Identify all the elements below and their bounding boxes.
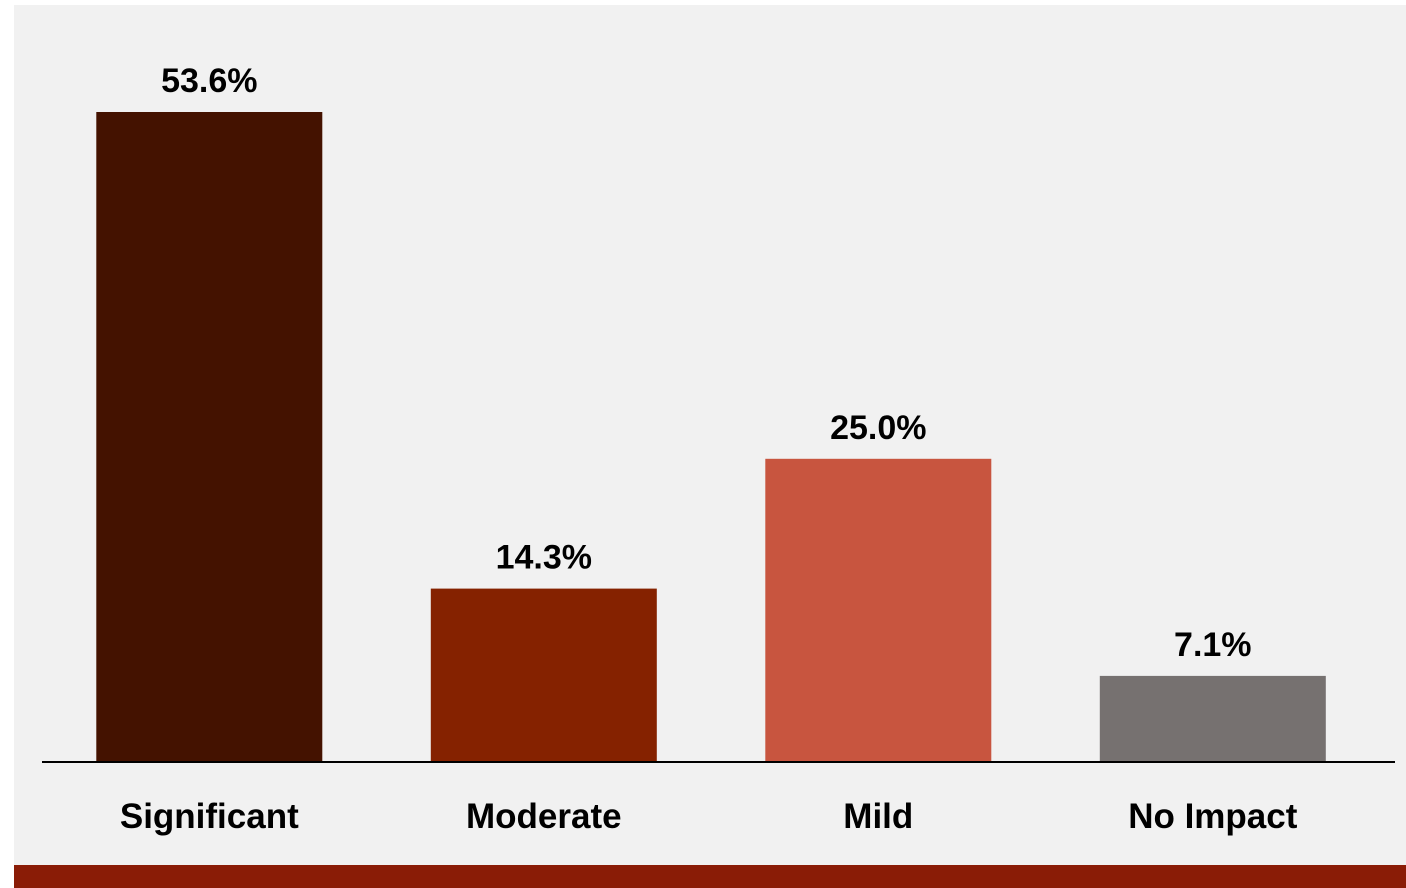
- category-label: No Impact: [1128, 797, 1298, 836]
- value-label: 14.3%: [496, 539, 592, 577]
- bars-group: [96, 112, 1326, 762]
- footer-bar: [14, 865, 1406, 888]
- category-labels-group: Significant Moderate Mild No Impact: [120, 797, 1298, 836]
- bar-mild: [765, 458, 992, 762]
- bar-no-impact: [1099, 675, 1326, 762]
- bar-moderate: [430, 588, 657, 762]
- category-label: Moderate: [466, 797, 622, 836]
- category-label: Mild: [843, 797, 913, 836]
- value-label: 7.1%: [1174, 626, 1252, 664]
- bar-significant: [96, 112, 323, 762]
- value-label: 53.6%: [161, 62, 257, 100]
- category-label: Significant: [120, 797, 299, 836]
- value-label: 25.0%: [830, 409, 926, 447]
- value-labels-group: 53.6% 14.3% 25.0% 7.1%: [161, 62, 1251, 664]
